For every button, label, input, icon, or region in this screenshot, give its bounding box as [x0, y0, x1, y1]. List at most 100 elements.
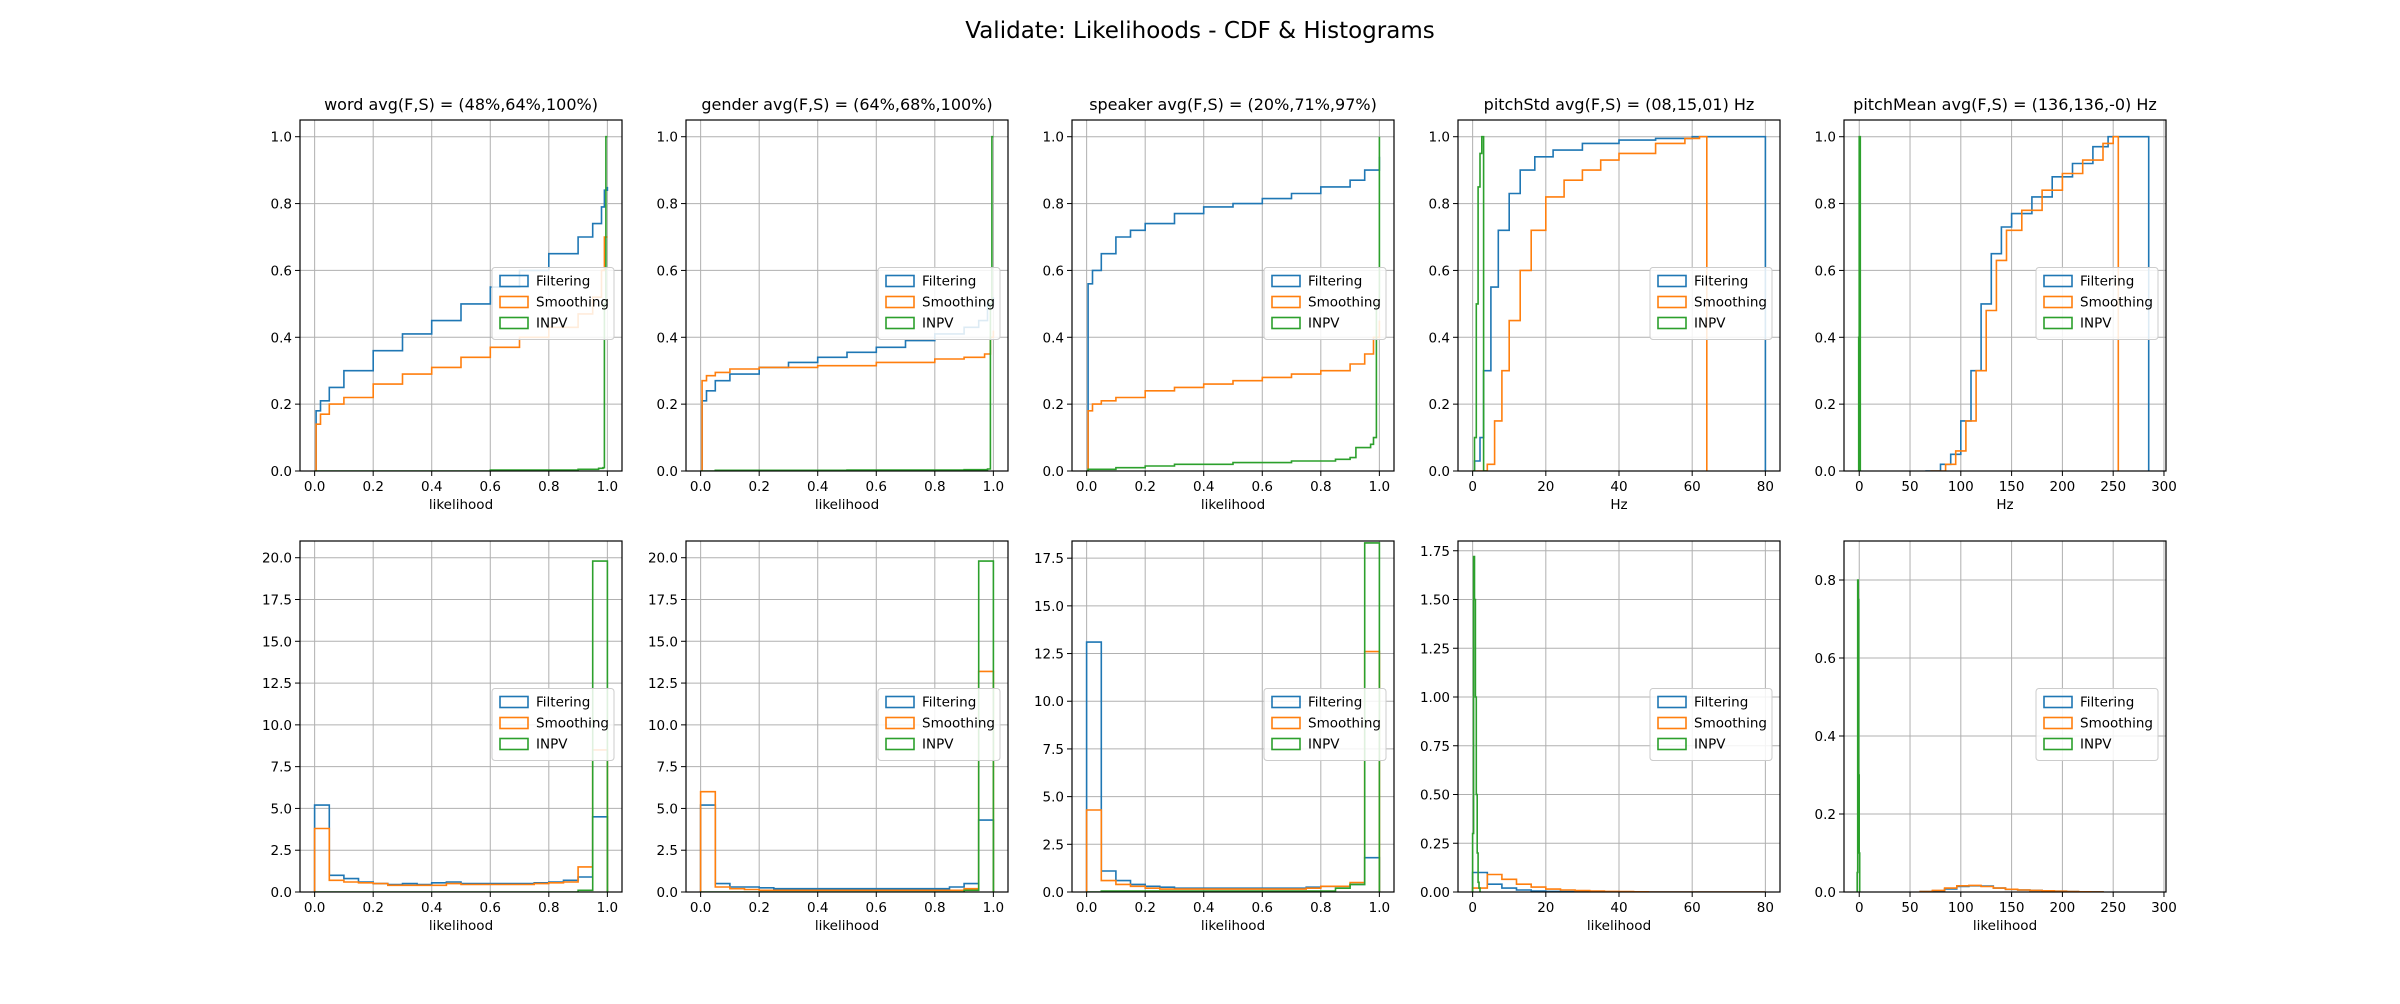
y-tick-label: 1.75 — [1420, 544, 1450, 560]
x-tick-label: 0.6 — [480, 479, 501, 495]
legend-swatch-inpv — [1657, 737, 1687, 751]
series-inpv — [1472, 135, 1488, 471]
legend-label-inpv: INPV — [536, 316, 568, 332]
legend: Filtering Smoothing INPV — [1263, 688, 1387, 761]
y-tick-label: 0.4 — [1043, 330, 1064, 346]
x-tick-label: 80 — [1757, 479, 1774, 495]
subplot-title: gender avg(F,S) = (64%,68%,100%) — [701, 95, 992, 114]
series-filtering — [313, 804, 609, 892]
legend-swatch-inpv — [2043, 316, 2073, 330]
y-tick-label: 17.5 — [262, 593, 292, 609]
y-tick-label: 0.8 — [1815, 197, 1836, 213]
legend-label-smoothing: Smoothing — [536, 295, 609, 311]
legend-label-filtering: Filtering — [536, 695, 590, 711]
x-tick-label: 1.0 — [597, 479, 618, 495]
y-tick-label: 0.0 — [657, 885, 678, 901]
legend-box — [1263, 267, 1387, 340]
series-inpv — [314, 560, 609, 892]
x-tick-label: 1.0 — [1369, 479, 1390, 495]
legend-swatch-inpv — [885, 316, 915, 330]
y-tick-label: 0.8 — [657, 197, 678, 213]
legend: Filtering Smoothing INPV — [491, 688, 615, 761]
legend-box — [2035, 688, 2159, 761]
legend-box — [877, 688, 1001, 761]
legend-swatch-filtering — [499, 274, 529, 288]
legend-label-inpv: INPV — [1308, 737, 1340, 753]
plot-area — [699, 560, 995, 892]
y-tick-label: 1.50 — [1420, 593, 1450, 609]
axes-frame — [1071, 119, 1395, 472]
series-smoothing — [1085, 650, 1381, 892]
subplot-hist-1: 0.0 0.2 0.4 0.6 0.8 1.0 0.0 2.5 5.0 7.5 10.0 12.5 15… — [262, 540, 623, 934]
y-tick-label: 0.25 — [1420, 836, 1450, 852]
x-axis-label: likelihood — [1587, 918, 1651, 934]
x-axis-label: Hz — [1610, 497, 1627, 513]
y-tick-label: 0.0 — [1815, 464, 1836, 480]
x-tick-label: 0.6 — [480, 900, 501, 916]
x-tick-label: 40 — [1610, 479, 1627, 495]
legend-swatch-inpv — [499, 316, 529, 330]
x-tick-label: 250 — [2100, 479, 2126, 495]
x-tick-label: 0.6 — [1252, 479, 1273, 495]
series-inpv — [700, 560, 995, 892]
y-tick-label: 1.25 — [1420, 641, 1450, 657]
x-tick-label: 0.2 — [1134, 900, 1155, 916]
x-tick-label: 0.4 — [807, 479, 828, 495]
y-tick-label: 0.8 — [1815, 573, 1836, 589]
legend-box — [1649, 267, 1773, 340]
x-tick-label: 150 — [1999, 479, 2025, 495]
x-tick-label: 0.4 — [1193, 479, 1214, 495]
legend-box — [491, 267, 615, 340]
series-inpv — [1471, 555, 1481, 892]
y-tick-label: 12.5 — [1034, 647, 1064, 663]
subplot-hist-4: 0 20 40 60 80 0.00 0.25 0.50 0.75 1.00 1.25 1.50 1.7… — [1420, 540, 1781, 934]
subplot-cdf-5: 0 50 100 150 200 250 300 0.0 0.2 0.4 0.6 0.8 1.0 Hz pi… — [1815, 95, 2177, 513]
legend-label-smoothing: Smoothing — [1694, 716, 1767, 732]
axes-frame — [685, 540, 1009, 893]
x-tick-label: 0.0 — [304, 479, 325, 495]
subplot-title: speaker avg(F,S) = (20%,71%,97%) — [1089, 95, 1377, 114]
legend-swatch-filtering — [885, 695, 915, 709]
x-tick-label: 1.0 — [1369, 900, 1390, 916]
x-tick-label: 50 — [1901, 900, 1918, 916]
x-tick-label: 0.2 — [1134, 479, 1155, 495]
y-tick-label: 1.0 — [1429, 130, 1450, 146]
legend: Filtering Smoothing INPV — [877, 688, 1001, 761]
subplot-cdf-1: 0.0 0.2 0.4 0.6 0.8 1.0 0.0 0.2 0.4 0.6 0.8 1.0 like… — [271, 95, 623, 513]
x-tick-label: 0.2 — [362, 900, 383, 916]
x-tick-label: 0 — [1855, 479, 1864, 495]
legend-label-inpv: INPV — [2080, 316, 2112, 332]
x-tick-label: 0.4 — [1193, 900, 1214, 916]
subplot-cdf-3: 0.0 0.2 0.4 0.6 0.8 1.0 0.0 0.2 0.4 0.6 0.8 1.0 like… — [1043, 95, 1395, 513]
x-tick-label: 200 — [2050, 900, 2076, 916]
plot-area — [313, 560, 609, 892]
y-tick-label: 10.0 — [262, 718, 292, 734]
legend-swatch-inpv — [2043, 737, 2073, 751]
x-axis-label: likelihood — [815, 918, 879, 934]
y-tick-label: 0.6 — [657, 263, 678, 279]
legend-label-filtering: Filtering — [1308, 695, 1362, 711]
series-inpv — [1086, 136, 1381, 471]
x-tick-label: 80 — [1757, 900, 1774, 916]
y-tick-label: 0.6 — [1043, 263, 1064, 279]
y-tick-label: 0.2 — [657, 397, 678, 413]
legend-swatch-smoothing — [885, 716, 915, 730]
y-tick-label: 0.0 — [271, 464, 292, 480]
legend-swatch-filtering — [2043, 695, 2073, 709]
legend-swatch-filtering — [1271, 695, 1301, 709]
legend-label-smoothing: Smoothing — [2080, 716, 2153, 732]
legend-label-filtering: Filtering — [536, 274, 590, 290]
y-tick-label: 0.4 — [1815, 330, 1836, 346]
y-tick-label: 0.4 — [1429, 330, 1450, 346]
legend-swatch-smoothing — [1657, 295, 1687, 309]
x-tick-label: 0.2 — [362, 479, 383, 495]
legend-swatch-smoothing — [885, 295, 915, 309]
y-tick-label: 0.6 — [1815, 651, 1836, 667]
y-tick-label: 0.4 — [271, 330, 292, 346]
x-tick-label: 0.8 — [924, 479, 945, 495]
y-tick-label: 0.8 — [271, 197, 292, 213]
y-tick-label: 0.8 — [1429, 197, 1450, 213]
axes-frame — [685, 119, 1009, 472]
y-tick-label: 2.5 — [657, 843, 678, 859]
y-tick-label: 7.5 — [1043, 742, 1064, 758]
